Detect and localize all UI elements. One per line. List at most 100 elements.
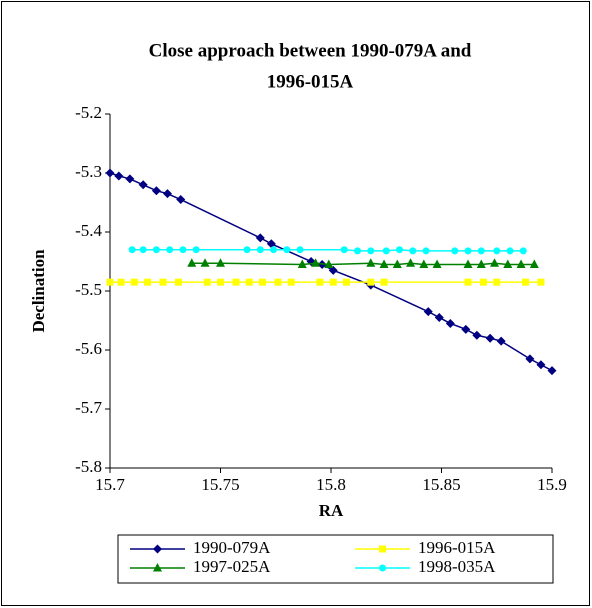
marker [479, 278, 487, 286]
marker [106, 278, 114, 286]
marker [419, 259, 429, 268]
marker [125, 174, 135, 184]
marker [256, 246, 264, 254]
marker [496, 336, 506, 346]
marker [311, 258, 321, 267]
legend-label: 1998-035A [418, 557, 496, 576]
legend-label: 1997-025A [193, 557, 271, 576]
marker [144, 278, 152, 286]
marker [409, 247, 417, 255]
marker [451, 247, 459, 255]
marker [493, 247, 501, 255]
y-tick-label: -5.3 [75, 162, 102, 181]
marker [490, 258, 500, 267]
marker [152, 246, 160, 254]
x-tick-label: 15.75 [201, 475, 239, 494]
marker [200, 258, 210, 267]
marker [547, 366, 557, 376]
marker [354, 247, 362, 255]
marker [525, 354, 535, 364]
legend-label: 1990-079A [193, 538, 271, 557]
marker [105, 168, 115, 178]
y-tick-label: -5.7 [75, 398, 102, 417]
marker [434, 313, 444, 323]
marker [324, 259, 334, 268]
x-tick-label: 15.7 [95, 475, 125, 494]
marker [130, 278, 138, 286]
marker [329, 278, 337, 286]
marker [139, 246, 147, 254]
marker [366, 258, 376, 267]
marker [406, 258, 416, 267]
marker [245, 278, 253, 286]
marker [283, 246, 291, 254]
marker [529, 259, 539, 268]
marker [187, 258, 197, 267]
marker [464, 247, 472, 255]
marker [477, 247, 485, 255]
marker [493, 278, 501, 286]
x-tick-label: 15.8 [316, 475, 346, 494]
marker [476, 259, 486, 268]
marker [519, 247, 527, 255]
marker [266, 239, 276, 249]
marker [159, 278, 167, 286]
marker [162, 189, 172, 199]
x-axis-label: RA [319, 501, 344, 520]
marker [537, 278, 545, 286]
marker [423, 307, 433, 317]
marker [516, 259, 526, 268]
marker [380, 278, 388, 286]
marker [461, 324, 471, 334]
marker [151, 186, 161, 196]
marker [536, 360, 546, 370]
marker [175, 278, 183, 286]
marker [138, 180, 148, 190]
marker [179, 246, 187, 254]
marker [296, 246, 304, 254]
marker [316, 278, 324, 286]
marker [464, 278, 472, 286]
marker [328, 265, 338, 275]
marker [367, 247, 375, 255]
marker [203, 278, 211, 286]
marker [117, 278, 125, 286]
y-tick-label: -5.5 [75, 280, 102, 299]
marker [274, 278, 282, 286]
legend-marker [379, 545, 386, 553]
y-tick-label: -5.8 [75, 457, 102, 476]
legend-marker [153, 563, 162, 572]
marker [432, 259, 442, 268]
marker [243, 246, 251, 254]
legend-marker [153, 544, 162, 554]
marker [297, 259, 307, 268]
marker [258, 278, 266, 286]
marker [422, 247, 430, 255]
chart-title: 1996-015A [267, 71, 354, 92]
marker [287, 278, 295, 286]
marker [506, 247, 514, 255]
y-tick-label: -5.4 [75, 221, 102, 240]
y-tick-label: -5.6 [75, 339, 102, 358]
marker [176, 195, 186, 205]
marker [382, 247, 390, 255]
legend-label: 1996-015A [418, 538, 496, 557]
marker [463, 259, 473, 268]
marker [342, 278, 350, 286]
marker [217, 278, 224, 286]
marker [216, 258, 225, 267]
marker [379, 259, 389, 268]
marker [472, 330, 482, 340]
marker [166, 246, 174, 254]
marker [128, 246, 136, 254]
marker [521, 278, 529, 286]
marker [192, 246, 200, 254]
marker [255, 233, 265, 243]
x-tick-label: 15.85 [422, 475, 460, 494]
marker [503, 259, 513, 268]
marker [270, 246, 278, 254]
marker [340, 246, 348, 254]
marker [445, 318, 455, 328]
